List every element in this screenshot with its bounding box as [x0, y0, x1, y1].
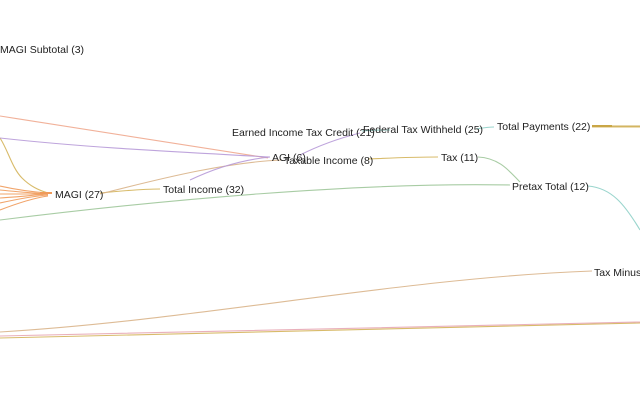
- node-label-pretax-total: Pretax Total (12): [512, 181, 589, 193]
- node-label-taxable-income: Taxable Income (8): [284, 155, 373, 167]
- diagram-links: [0, 115, 640, 339]
- diagram-labels: MAGI Subtotal (3) Earned Income Tax Cred…: [0, 44, 640, 279]
- link-left-orange-5: [0, 194, 49, 204]
- link-magi-subtotal-to-magi: [0, 137, 49, 194]
- node-label-total-income: Total Income (32): [163, 184, 244, 196]
- link-left-to-pretax: [0, 184, 511, 221]
- node-label-agi: AGI (6): [272, 152, 306, 164]
- node-label-tax-minus: Tax Minus: [594, 267, 640, 279]
- node-label-federal-tax-withheld: Federal Tax Withheld (25): [363, 124, 483, 136]
- link-left-to-agi-purple: [0, 137, 271, 158]
- link-taxable-to-tax: [367, 156, 439, 160]
- link-eitc-to-federal-withheld: [361, 129, 391, 132]
- node-label-magi-subtotal: MAGI Subtotal (3): [0, 44, 84, 56]
- node-label-tax: Tax (11): [441, 152, 478, 164]
- link-left-orange-4: [0, 193, 49, 199]
- node-label-eitc: Earned Income Tax Credit (21): [232, 127, 375, 139]
- node-label-total-payments: Total Payments (22): [497, 121, 590, 133]
- link-tax-to-pretax: [477, 156, 521, 183]
- node-label-magi: MAGI (27): [55, 189, 103, 201]
- link-left-to-eitc-top: [0, 115, 269, 159]
- link-magi-to-taxable-income: [99, 159, 283, 195]
- link-federal-withheld-to-total-payments: [475, 126, 495, 130]
- link-agi-to-eitc: [299, 132, 361, 156]
- link-left-to-tax-minus: [0, 270, 593, 333]
- link-total-income-to-agi: [189, 156, 271, 181]
- link-left-orange-6: [0, 195, 49, 211]
- link-left-bottom-long: [0, 322, 640, 339]
- link-left-bottom-pink: [0, 321, 640, 337]
- link-pretax-out: [587, 185, 640, 231]
- link-magi-to-total-income: [99, 188, 161, 194]
